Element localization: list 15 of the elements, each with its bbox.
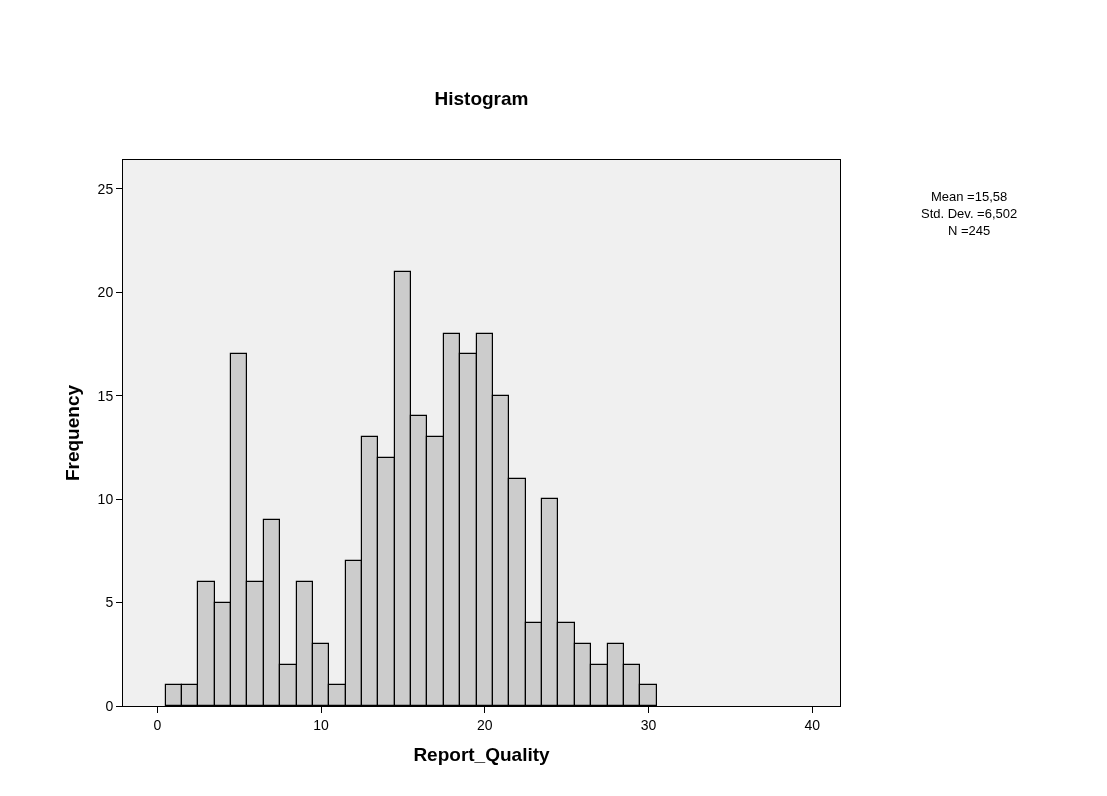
y-tick-label: 25 xyxy=(97,180,114,197)
y-axis-title: Frequency xyxy=(62,384,84,482)
y-tick-label: 10 xyxy=(97,491,114,508)
x-tick-label: 0 xyxy=(153,716,162,733)
chart-title: Histogram xyxy=(434,87,529,109)
x-axis-title: Report_Quality xyxy=(413,743,551,765)
y-tick-label: 15 xyxy=(97,387,114,404)
y-tick-label: 5 xyxy=(105,594,114,611)
y-tick-label: 0 xyxy=(105,697,114,714)
x-tick-label: 10 xyxy=(313,716,330,733)
text: Mean =15,58 Std. Dev. =6,502 N =245 xyxy=(921,189,1018,238)
x-tick-label: 40 xyxy=(804,716,821,733)
x-tick-label: 20 xyxy=(476,716,493,733)
y-tick-label: 20 xyxy=(97,284,114,301)
x-tick-label: 30 xyxy=(640,716,657,733)
